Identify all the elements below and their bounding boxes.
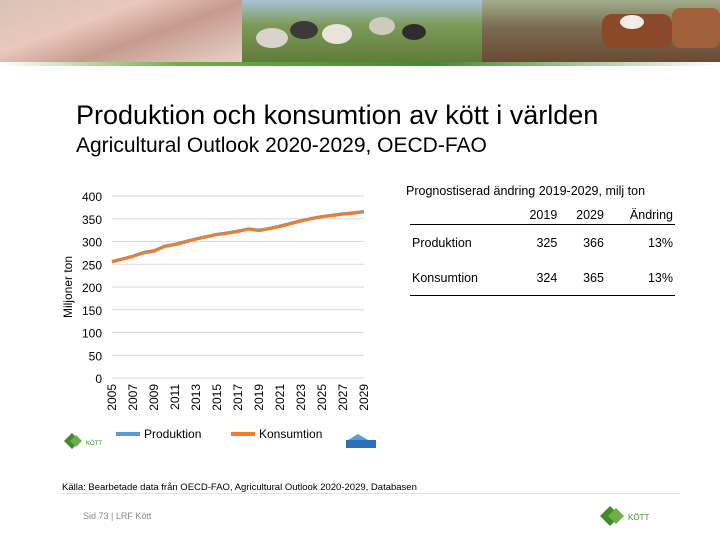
svg-text:KÖTT: KÖTT	[86, 440, 102, 447]
oecd-fao-logo-icon	[346, 434, 376, 448]
line-chart: 0 50 100 150 200 250 300 350 400 Miljoner ton 2005…	[61, 190, 371, 411]
row-value-change: 13%	[647, 235, 673, 250]
row-value-2019: 324	[512, 260, 560, 296]
x-tick-label: 2017	[231, 384, 245, 411]
legend-item-produktion: Produktion	[116, 427, 201, 441]
cattle-shapes	[602, 8, 720, 48]
table-header-label	[410, 206, 513, 225]
legend-item-konsumtion: Konsumtion	[231, 427, 322, 441]
x-tick-label: 2011	[168, 384, 182, 410]
x-tick-label: 2009	[147, 384, 161, 411]
page-title: Produktion och konsumtion av kött i värl…	[76, 100, 599, 130]
footer-text: Sid 73 | LRF Kött	[83, 511, 152, 521]
svg-text:KÖTT: KÖTT	[628, 513, 649, 522]
table-header-2029: 2029	[559, 206, 606, 225]
y-tick-label: 200	[82, 281, 102, 295]
x-tick-label: 2005	[105, 384, 119, 411]
y-tick-label: 100	[82, 327, 102, 341]
row-label: Konsumtion	[410, 260, 513, 296]
y-axis-label: Miljoner ton	[61, 256, 75, 318]
y-tick-label: 300	[82, 236, 102, 250]
x-tick-label: 2007	[126, 384, 140, 411]
footer-divider	[60, 493, 680, 494]
legend-label-produktion: Produktion	[144, 427, 202, 441]
header-banner	[0, 0, 720, 66]
legend-label-konsumtion: Konsumtion	[259, 427, 323, 441]
table-header-2019: 2019	[512, 206, 560, 225]
y-tick-label: 150	[82, 304, 102, 318]
y-tick-label: 50	[89, 349, 103, 363]
table-header-row: 2019 2029 Ändring	[410, 206, 675, 225]
y-tick-label: 250	[82, 258, 102, 272]
legend-swatch-produktion	[116, 432, 140, 436]
kott-footer-logo-icon: KÖTT	[600, 506, 649, 526]
y-tick-label: 400	[82, 190, 102, 204]
table-row: Produktion 325 366 13%	[410, 225, 675, 261]
x-tick-label: 2023	[294, 384, 308, 411]
legend-swatch-konsumtion	[231, 432, 255, 436]
source-note: Källa: Bearbetade data från OECD-FAO, Ag…	[62, 482, 417, 493]
table-title: Prognostiserad ändring 2019-2029, milj t…	[406, 184, 646, 198]
row-value-2019: 325	[536, 235, 558, 250]
x-tick-label: 2015	[210, 384, 224, 411]
kott-logo-icon: KÖTT	[64, 433, 102, 449]
x-tick-label: 2029	[357, 384, 371, 411]
banner-strip	[0, 62, 720, 66]
series-line-konsumtion	[111, 210, 365, 264]
x-tick-label: 2025	[315, 384, 329, 411]
row-label: Produktion	[412, 235, 472, 250]
cattle-photo-icon	[482, 0, 720, 62]
table-row: Konsumtion 324 365 13%	[410, 260, 675, 296]
y-tick-label: 350	[82, 213, 102, 227]
forecast-table: 2019 2029 Ändring Produktion 325 366 13%…	[410, 206, 675, 296]
page-subtitle: Agricultural Outlook 2020-2029, OECD-FAO	[76, 134, 487, 157]
sheep-shapes	[256, 17, 426, 48]
row-value-2029: 366	[583, 235, 604, 250]
x-tick-label: 2027	[336, 384, 350, 411]
row-value-change: 13%	[605, 260, 675, 296]
table-header-change: Ändring	[605, 206, 675, 225]
x-tick-label: 2013	[189, 384, 203, 411]
row-value-2029: 365	[559, 260, 606, 296]
pigs-photo-icon	[0, 0, 242, 62]
y-tick-label: 0	[95, 372, 102, 386]
sheep-photo-icon	[242, 0, 482, 62]
x-tick-label: 2021	[273, 384, 287, 411]
x-tick-label: 2019	[252, 384, 266, 411]
